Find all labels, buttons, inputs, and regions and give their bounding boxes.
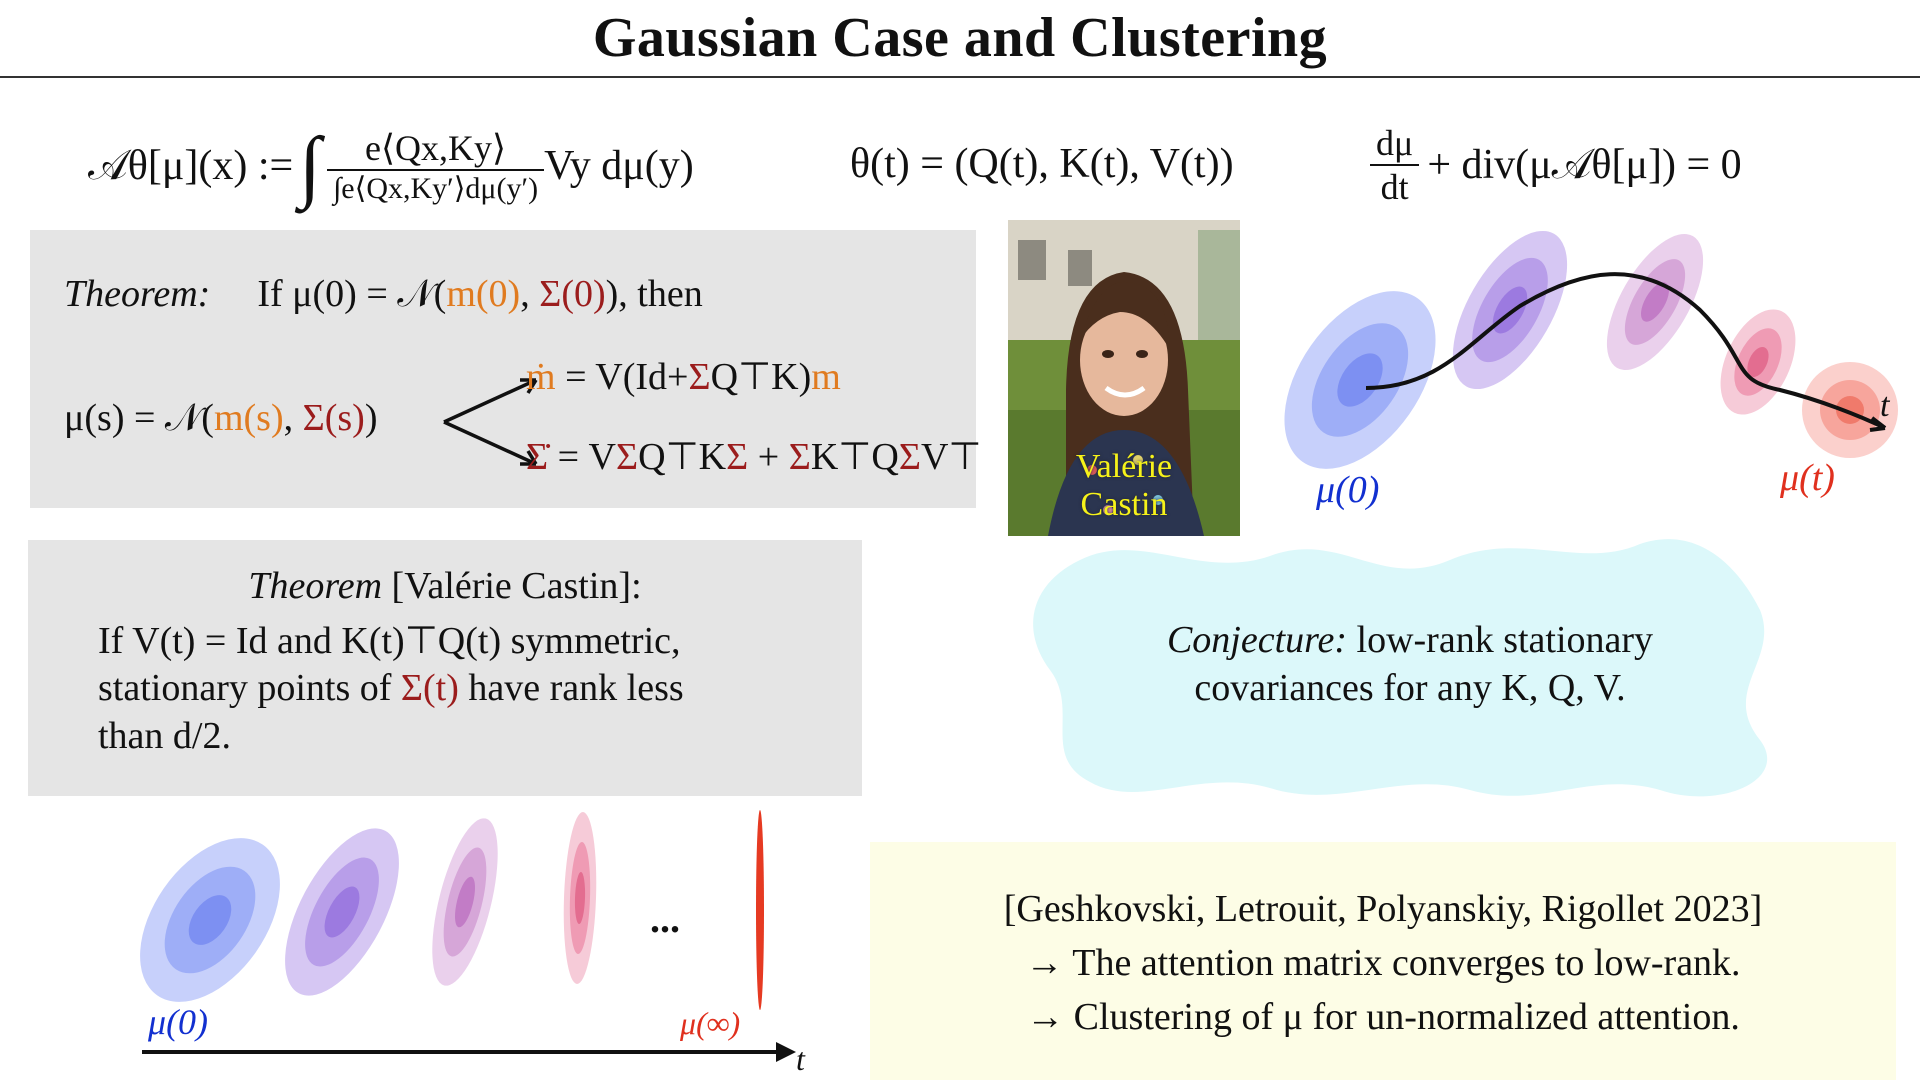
theta-text: θ(t) = (Q(t), K(t), V(t)) — [850, 141, 1234, 187]
collapse-gaussian-3 — [432, 818, 498, 986]
cov-initial: Σ(0) — [539, 273, 606, 315]
attention-denominator: ∫e⟨Qx,Ky′⟩dμ(y′) — [333, 171, 539, 205]
mus-post: ) — [364, 397, 378, 439]
collapse-end-label: μ(∞) — [679, 1005, 740, 1041]
castin-line2-post: have rank less — [458, 667, 684, 709]
theorem-post: ), then — [605, 273, 703, 315]
portrait-illustration — [1008, 220, 1240, 536]
collapse-gaussian-4 — [563, 812, 597, 984]
collapse-ellipsis: ... — [650, 896, 680, 941]
caption-first-name: Valérie — [1075, 448, 1173, 485]
sdot-s3: Σ — [788, 436, 811, 478]
theorem-castin-line1: If V(t) = Id and K(t)⊤Q(t) symmetric, — [98, 620, 681, 662]
attention-numerator: e⟨Qx,Ky⟩ — [327, 127, 545, 171]
mus-comma: , — [283, 397, 303, 439]
reference-point-1: → The attention matrix converges to low-… — [1025, 942, 1741, 984]
flow-axis-label: t — [1880, 387, 1891, 424]
mean-s: m(s) — [213, 397, 284, 439]
mdot-sigma: Σ — [688, 356, 711, 398]
reference-text: [Geshkovski, Letrouit, Polyanskiy, Rigol… — [870, 882, 1896, 1044]
flow-trajectory — [1365, 272, 1886, 430]
continuity-equation: dμ dt + div(μ𝒜θ[μ]) = 0 — [1370, 100, 1742, 230]
portrait-photo: Valérie Castin — [1008, 220, 1240, 536]
conjecture-label: Conjecture: — [1166, 619, 1348, 661]
flow-start-label: μ(0) — [1315, 469, 1379, 511]
conjecture-line1: Conjecture: low-rank stationary — [1040, 616, 1780, 664]
castin-line2-pre: stationary points of — [98, 667, 401, 709]
continuity-tail: + div(μ𝒜θ[μ]) = 0 — [1427, 142, 1742, 188]
sdot-mid1: Q⊤K — [638, 436, 727, 478]
theorem-castin-line3: than d/2. — [98, 715, 231, 757]
flow-gaussian-4 — [1720, 309, 1796, 415]
sdot-s2: Σ — [726, 436, 749, 478]
mu-s-expression: μ(s) = 𝒩(m(s), Σ(s)) — [64, 396, 378, 440]
mean-initial: m(0) — [446, 273, 521, 315]
slide-title: Gaussian Case and Clustering — [592, 7, 1328, 69]
covariance-collapse-figure: ... μ(0) μ(∞) t — [140, 810, 806, 1077]
theorem-pre: If μ(0) = 𝒩( — [257, 273, 447, 315]
sdot-s4: Σ — [898, 436, 921, 478]
conjecture-line1-text: low-rank stationary — [1347, 619, 1654, 661]
mus-pre: μ(s) = 𝒩( — [64, 397, 214, 439]
collapse-gaussian-2 — [285, 828, 399, 996]
conjecture-cloud — [1033, 539, 1768, 797]
sdot-lhs: Σ̇ — [526, 436, 549, 478]
castin-sigma: Σ(t) — [400, 667, 459, 709]
branch-arrows — [443, 378, 538, 466]
collapse-axis-label: t — [796, 1041, 806, 1077]
integral-sign: ∫ — [299, 122, 322, 210]
attention-lhs: 𝒜θ[μ](x) := — [88, 143, 294, 189]
continuity-numerator: dμ — [1370, 122, 1420, 166]
continuity-denominator: dt — [1380, 167, 1409, 207]
mdot-eq: = V(Id+ — [555, 356, 689, 398]
reference-point-2: → Clustering of μ for un-normalized atte… — [1026, 996, 1740, 1038]
theorem-castin-box: Theorem [Valérie Castin]: If V(t) = Id a… — [28, 540, 862, 796]
cov-s: Σ(s) — [302, 397, 365, 439]
mdot-lhs: ṁ — [526, 356, 556, 398]
theorem-castin-title: Theorem [Valérie Castin]: — [28, 564, 862, 608]
collapse-gaussian-1 — [140, 838, 280, 1002]
theorem-gaussian-statement: Theorem: If μ(0) = 𝒩(m(0), Σ(0)), then — [64, 272, 703, 316]
collapse-start-label: μ(0) — [147, 1002, 208, 1042]
reference-citation: [Geshkovski, Letrouit, Polyanskiy, Rigol… — [1003, 888, 1763, 930]
theorem-gaussian-box: Theorem: If μ(0) = 𝒩(m(0), Σ(0)), then μ… — [30, 230, 981, 508]
mean-ode: ṁ = V(Id+ΣQ⊤K)m — [526, 354, 841, 399]
theorem-castin-rest: [Valérie Castin]: — [382, 565, 642, 607]
sdot-end: V⊤ — [920, 436, 982, 478]
sdot-s1: Σ — [616, 436, 639, 478]
sdot-eq: = V — [548, 436, 616, 478]
mdot-mid: Q⊤K) — [710, 356, 812, 398]
title-divider — [0, 76, 1920, 78]
theorem-comma: , — [520, 273, 540, 315]
cov-ode: Σ̇ = VΣQ⊤KΣ + ΣK⊤QΣV⊤ — [526, 434, 981, 479]
flow-gaussian-3 — [1606, 234, 1704, 370]
attention-tail: Vy dμ(y) — [544, 143, 694, 189]
sdot-mid2: K⊤Q — [810, 436, 899, 478]
reference-box: [Geshkovski, Letrouit, Polyanskiy, Rigol… — [870, 842, 1896, 1080]
theorem-label: Theorem: — [64, 273, 211, 315]
attention-fraction: e⟨Qx,Ky⟩ ∫e⟨Qx,Ky′⟩dμ(y′) — [327, 127, 545, 206]
caption-last-name: Castin — [1080, 486, 1168, 523]
theta-equation: θ(t) = (Q(t), K(t), V(t)) — [850, 140, 1234, 188]
flow-gaussian-end — [1802, 362, 1898, 458]
continuity-fraction: dμ dt — [1370, 122, 1420, 208]
conjecture-line2: covariances for any K, Q, V. — [1194, 667, 1626, 709]
flow-gaussian-start — [1284, 291, 1436, 469]
theorem-castin-line2: stationary points of Σ(t) have rank less — [98, 666, 684, 710]
gaussian-flow-figure: μ(0) μ(t) t — [1284, 230, 1898, 511]
attention-equation: 𝒜θ[μ](x) := ∫ e⟨Qx,Ky⟩ ∫e⟨Qx,Ky′⟩dμ(y′) … — [88, 96, 694, 236]
mdot-m: m — [811, 356, 841, 398]
flow-end-label: μ(t) — [1779, 457, 1835, 499]
theorem-castin-italic: Theorem — [248, 565, 383, 607]
sdot-plus: + — [748, 436, 789, 478]
collapse-gaussian-limit — [756, 810, 764, 1010]
conjecture-text: Conjecture: low-rank stationary covarian… — [1040, 616, 1780, 712]
photo-caption: Valérie Castin — [1008, 448, 1240, 524]
